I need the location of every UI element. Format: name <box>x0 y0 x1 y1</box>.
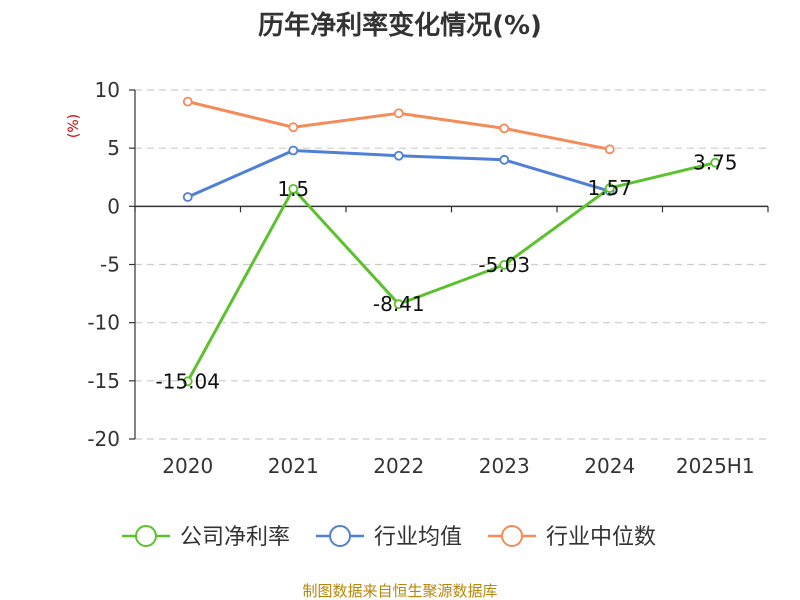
data-point <box>499 123 510 134</box>
data-point <box>393 299 404 310</box>
data-point <box>182 376 193 387</box>
y-tick-label: -5 <box>100 253 120 277</box>
legend-label: 公司净利率 <box>180 525 290 550</box>
data-label: -5.03 <box>478 253 530 277</box>
axes: 10 5 0 -5 -10 -15 -20 2020 2021 2022 2023 2024 2025H… <box>87 78 769 478</box>
x-tick-label: 2023 <box>479 454 530 478</box>
data-point <box>710 157 721 168</box>
data-point <box>604 144 615 155</box>
legend-label: 行业中位数 <box>546 525 656 550</box>
y-tick-label: 0 <box>107 194 120 218</box>
chart-title: 历年净利率变化情况(%) <box>258 10 542 41</box>
legend-label: 行业均值 <box>374 525 462 550</box>
legend-item-2[interactable]: 行业中位数 <box>488 525 656 550</box>
data-point <box>393 108 404 119</box>
data-point <box>499 154 510 165</box>
data-label: -15.04 <box>156 369 220 393</box>
y-tick-label: -20 <box>87 427 120 451</box>
source-note: 制图数据来自恒生聚源数据库 <box>302 582 497 600</box>
data-label: 1.5 <box>277 177 309 201</box>
series-line-0 <box>186 161 716 383</box>
data-label: 3.75 <box>693 151 738 175</box>
data-point <box>288 122 299 133</box>
y-tick-label: 5 <box>107 136 120 160</box>
x-tick-label: 2024 <box>584 454 635 478</box>
data-point <box>288 183 299 194</box>
legend-marker <box>329 525 352 547</box>
y-tick-label: -10 <box>87 311 120 335</box>
data-labels: -15.04 1.5 -8.41 -5.03 1.57 3.75 <box>156 151 738 394</box>
x-tick-label: 2022 <box>373 454 424 478</box>
series-group <box>182 96 721 387</box>
x-tick-label: 2021 <box>268 454 319 478</box>
data-point <box>393 150 404 161</box>
x-tick-label: 2020 <box>162 454 213 478</box>
data-label: -8.41 <box>373 292 425 316</box>
data-point <box>182 96 193 107</box>
legend-marker <box>135 525 157 547</box>
data-label: 1.57 <box>587 176 632 200</box>
legend-item-0[interactable]: 公司净利率 <box>122 525 290 550</box>
data-point <box>288 145 299 156</box>
grid-lines <box>135 89 768 440</box>
legend[interactable]: 公司净利率 行业均值 行业中位数 <box>122 525 656 550</box>
y-tick-label: 10 <box>95 78 120 102</box>
data-point <box>499 259 510 270</box>
data-point <box>604 183 615 193</box>
y-tick-label: -15 <box>87 369 120 393</box>
legend-item-1[interactable]: 行业均值 <box>316 525 462 550</box>
y-axis-label: (%) <box>66 114 82 138</box>
x-tick-label: 2025H1 <box>676 454 755 478</box>
data-point <box>182 192 193 202</box>
legend-marker <box>501 525 524 547</box>
